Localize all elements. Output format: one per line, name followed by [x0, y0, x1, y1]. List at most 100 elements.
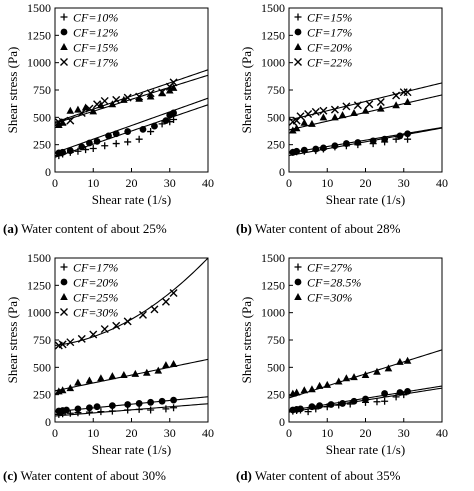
data-point [170, 109, 177, 117]
legend-label: CF=12% [73, 26, 118, 40]
chart-panel-3: 0 250 500 750 1000 1250 1500 0 10 20 30 40 Shear rat… [3, 251, 214, 483]
data-point [74, 405, 82, 413]
data-point [342, 374, 351, 382]
data-point [89, 330, 98, 339]
data-point [354, 139, 362, 146]
legend-marker [60, 293, 68, 300]
data-point [89, 107, 98, 115]
x-tick-label: 30 [398, 176, 410, 190]
data-point [66, 338, 75, 347]
data-point [108, 402, 116, 409]
legend-marker [294, 293, 302, 300]
data-point [158, 397, 166, 405]
data-point [123, 93, 132, 102]
y-tick-label: 750 [33, 333, 51, 347]
data-point [58, 386, 67, 394]
data-point [108, 100, 117, 108]
data-point [135, 405, 143, 413]
data-point [78, 143, 86, 151]
data-point [112, 95, 121, 104]
data-point [55, 120, 63, 128]
data-point [361, 106, 370, 114]
caption-text: Water content of about 25% [18, 221, 167, 236]
fit-line [55, 403, 208, 417]
legend-marker [60, 308, 68, 316]
data-point [404, 130, 411, 138]
caption-text: Water content of about 28% [252, 221, 401, 236]
y-tick-label: 1500 [261, 251, 285, 265]
data-point [392, 393, 400, 401]
data-point [292, 124, 301, 132]
data-point [89, 144, 97, 152]
data-point [93, 403, 101, 411]
data-point [135, 94, 143, 102]
y-axis-title: Shear stress (Pa) [5, 297, 20, 384]
y-tick-label: 750 [267, 333, 285, 347]
data-point [396, 389, 404, 396]
data-point [377, 104, 385, 112]
data-point [59, 148, 67, 156]
data-point [331, 113, 339, 121]
data-point [66, 116, 75, 125]
data-point [143, 368, 151, 376]
data-point [312, 145, 320, 153]
data-point [147, 128, 155, 136]
y-tick-label: 500 [267, 110, 285, 124]
x-tick-label: 20 [360, 176, 372, 190]
caption-letter: (b) [236, 221, 252, 236]
data-point [342, 140, 350, 147]
data-point [381, 390, 389, 397]
data-point [392, 91, 401, 100]
caption-letter: (c) [3, 468, 17, 483]
data-point [361, 370, 370, 378]
legend-label: CF=17% [73, 56, 118, 70]
data-point [58, 117, 67, 126]
data-point [100, 325, 109, 334]
x-tick-label: 10 [87, 426, 99, 440]
data-point [292, 388, 301, 396]
data-point [86, 404, 93, 412]
data-point [350, 397, 358, 405]
fit-line [289, 82, 442, 121]
data-point [353, 101, 362, 110]
data-point [170, 116, 178, 124]
data-point [350, 373, 358, 381]
legend-marker [294, 263, 302, 271]
data-point [77, 108, 86, 117]
data-point [66, 106, 75, 114]
data-point [169, 360, 178, 368]
y-tick-label: 1250 [27, 28, 51, 42]
panel-caption: (b) Water content of about 28% [236, 221, 401, 236]
data-point [97, 374, 105, 382]
data-point [161, 297, 170, 306]
data-point [154, 366, 163, 374]
data-point [384, 364, 393, 372]
data-point [311, 107, 320, 116]
data-point [396, 357, 404, 365]
x-tick-label: 20 [126, 176, 138, 190]
x-tick-label: 10 [87, 176, 99, 190]
data-point [147, 398, 155, 406]
data-point [316, 402, 323, 409]
legend-marker [294, 278, 302, 286]
data-point [135, 135, 143, 143]
fit-line [55, 69, 208, 123]
data-point [123, 317, 132, 326]
y-tick-label: 750 [33, 83, 51, 97]
x-tick-label: 40 [202, 426, 214, 440]
legend-label: CF=15% [73, 41, 118, 55]
y-tick-label: 1250 [27, 278, 51, 292]
fit-line [55, 358, 208, 392]
data-point [124, 138, 132, 146]
data-point [304, 110, 313, 119]
data-point [293, 147, 301, 155]
y-tick-label: 0 [45, 415, 51, 429]
y-tick-label: 1250 [261, 28, 285, 42]
data-point [146, 89, 155, 98]
data-point [330, 105, 339, 114]
x-axis-title: Shear rate (1/s) [326, 442, 405, 457]
data-point [296, 112, 305, 121]
y-tick-label: 1000 [261, 306, 285, 320]
x-tick-label: 0 [52, 426, 58, 440]
legend-marker [294, 43, 302, 50]
